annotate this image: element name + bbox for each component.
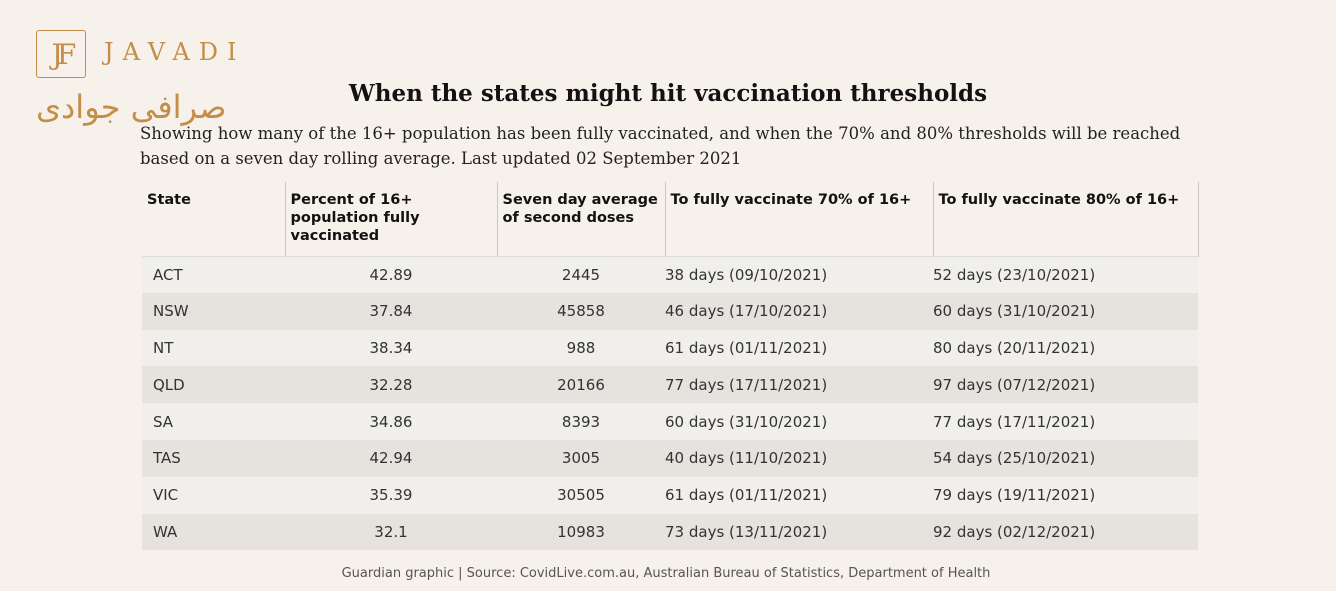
- cell-average: 30505: [497, 476, 665, 514]
- cell-80-days: 77 days (17/11/2021): [933, 403, 1198, 440]
- table-row: QLD 32.28 20166 77 days (17/11/2021) 97 …: [142, 366, 1198, 404]
- cell-percent: 32.1: [285, 513, 497, 551]
- cell-average: 8393: [497, 403, 665, 440]
- cell-percent: 34.86: [285, 403, 497, 440]
- cell-80-days: 54 days (25/10/2021): [933, 439, 1198, 477]
- header-state: State: [142, 182, 286, 256]
- cell-70-days: 61 days (01/11/2021): [665, 476, 933, 514]
- table-header-row: State Percent of 16+ population fully va…: [142, 182, 1199, 256]
- cell-70-days: 77 days (17/11/2021): [665, 366, 933, 404]
- cell-average: 3005: [497, 439, 665, 477]
- table-row: SA 34.86 8393 60 days (31/10/2021) 77 da…: [142, 403, 1198, 440]
- cell-70-days: 38 days (09/10/2021): [665, 256, 933, 293]
- cell-70-days: 40 days (11/10/2021): [665, 439, 933, 477]
- table-row: VIC 35.39 30505 61 days (01/11/2021) 79 …: [142, 476, 1198, 514]
- logo-wordmark: JAVADI: [104, 38, 246, 66]
- cell-state: NT: [142, 329, 285, 367]
- cell-state: NSW: [142, 292, 285, 330]
- cell-state: ACT: [142, 256, 285, 293]
- page-title: When the states might hit vaccination th…: [348, 80, 988, 107]
- cell-percent: 42.94: [285, 439, 497, 477]
- cell-average: 10983: [497, 513, 665, 551]
- cell-80-days: 97 days (07/12/2021): [933, 366, 1198, 404]
- cell-80-days: 92 days (02/12/2021): [933, 513, 1198, 551]
- cell-70-days: 46 days (17/10/2021): [665, 292, 933, 330]
- cell-80-days: 80 days (20/11/2021): [933, 329, 1198, 367]
- cell-state: TAS: [142, 439, 285, 477]
- source-caption: Guardian graphic | Source: CovidLive.com…: [341, 566, 991, 581]
- cell-80-days: 52 days (23/10/2021): [933, 256, 1198, 293]
- cell-70-days: 61 days (01/11/2021): [665, 329, 933, 367]
- cell-average: 988: [497, 329, 665, 367]
- page-subtitle: Showing how many of the 16+ population h…: [140, 124, 1181, 168]
- logo-arabic-text: صرافی جوادی: [36, 88, 227, 126]
- cell-state: QLD: [142, 366, 285, 404]
- table-row: TAS 42.94 3005 40 days (11/10/2021) 54 d…: [142, 439, 1198, 477]
- cell-state: WA: [142, 513, 285, 551]
- cell-average: 20166: [497, 366, 665, 404]
- table-row: NSW 37.84 45858 46 days (17/10/2021) 60 …: [142, 292, 1198, 330]
- header-seven-day-average: Seven day average of second doses: [497, 182, 666, 256]
- logo-monogram-icon: JF: [36, 30, 86, 78]
- vaccination-table: State Percent of 16+ population fully va…: [142, 182, 1199, 551]
- header-percent-vaccinated: Percent of 16+ population fully vaccinat…: [285, 182, 498, 256]
- cell-80-days: 79 days (19/11/2021): [933, 476, 1198, 514]
- cell-state: SA: [142, 403, 285, 440]
- cell-average: 45858: [497, 292, 665, 330]
- cell-percent: 38.34: [285, 329, 497, 367]
- table-row: NT 38.34 988 61 days (01/11/2021) 80 day…: [142, 329, 1198, 367]
- cell-percent: 42.89: [285, 256, 497, 293]
- cell-percent: 35.39: [285, 476, 497, 514]
- table-row: ACT 42.89 2445 38 days (09/10/2021) 52 d…: [142, 256, 1198, 293]
- cell-80-days: 60 days (31/10/2021): [933, 292, 1198, 330]
- cell-percent: 32.28: [285, 366, 497, 404]
- cell-average: 2445: [497, 256, 665, 293]
- table-row: WA 32.1 10983 73 days (13/11/2021) 92 da…: [142, 513, 1198, 551]
- brand-logo: JF JAVADI صرافی جوادی: [36, 30, 266, 130]
- cell-70-days: 73 days (13/11/2021): [665, 513, 933, 551]
- header-70-percent: To fully vaccinate 70% of 16+: [665, 182, 934, 256]
- cell-state: VIC: [142, 476, 285, 514]
- cell-70-days: 60 days (31/10/2021): [665, 403, 933, 440]
- cell-percent: 37.84: [285, 292, 497, 330]
- header-80-percent: To fully vaccinate 80% of 16+: [933, 182, 1199, 256]
